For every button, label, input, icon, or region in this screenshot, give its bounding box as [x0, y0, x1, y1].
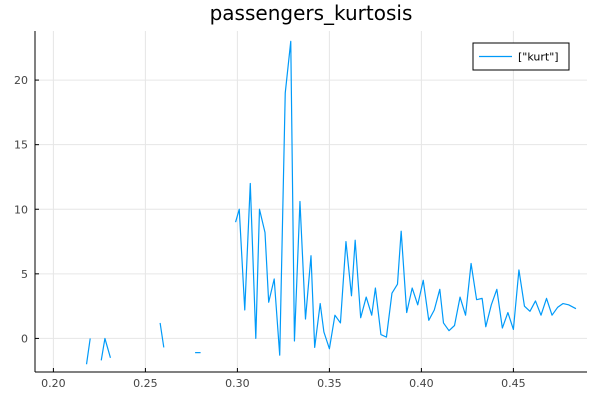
y-tick-label: 10 [14, 203, 28, 216]
x-tick-label: 0.30 [225, 377, 250, 390]
x-tick-label: 0.25 [133, 377, 158, 390]
series-layer [85, 40, 577, 365]
y-tick-label: 5 [21, 268, 28, 281]
series-line-segment [159, 322, 165, 348]
x-tick-label: 0.35 [317, 377, 342, 390]
tick-labels: 0.20 0.25 0.30 0.35 0.40 0.45 0 5 10 15 20 [14, 74, 526, 390]
x-tick-label: 0.40 [409, 377, 434, 390]
series-line-segment [85, 338, 91, 365]
legend: ["kurt"] [472, 42, 570, 71]
chart-title: passengers_kurtosis [210, 1, 413, 25]
legend-label: ["kurt"] [518, 51, 559, 64]
x-tick-label: 0.20 [41, 377, 66, 390]
y-tick-label: 20 [14, 74, 28, 87]
y-tick-label: 0 [21, 332, 28, 345]
grid [35, 31, 587, 372]
axes [34, 31, 587, 373]
y-tick-label: 15 [14, 139, 28, 152]
x-tick-label: 0.45 [501, 377, 526, 390]
series-line-segment [100, 337, 112, 361]
series-line-segment [234, 40, 577, 356]
